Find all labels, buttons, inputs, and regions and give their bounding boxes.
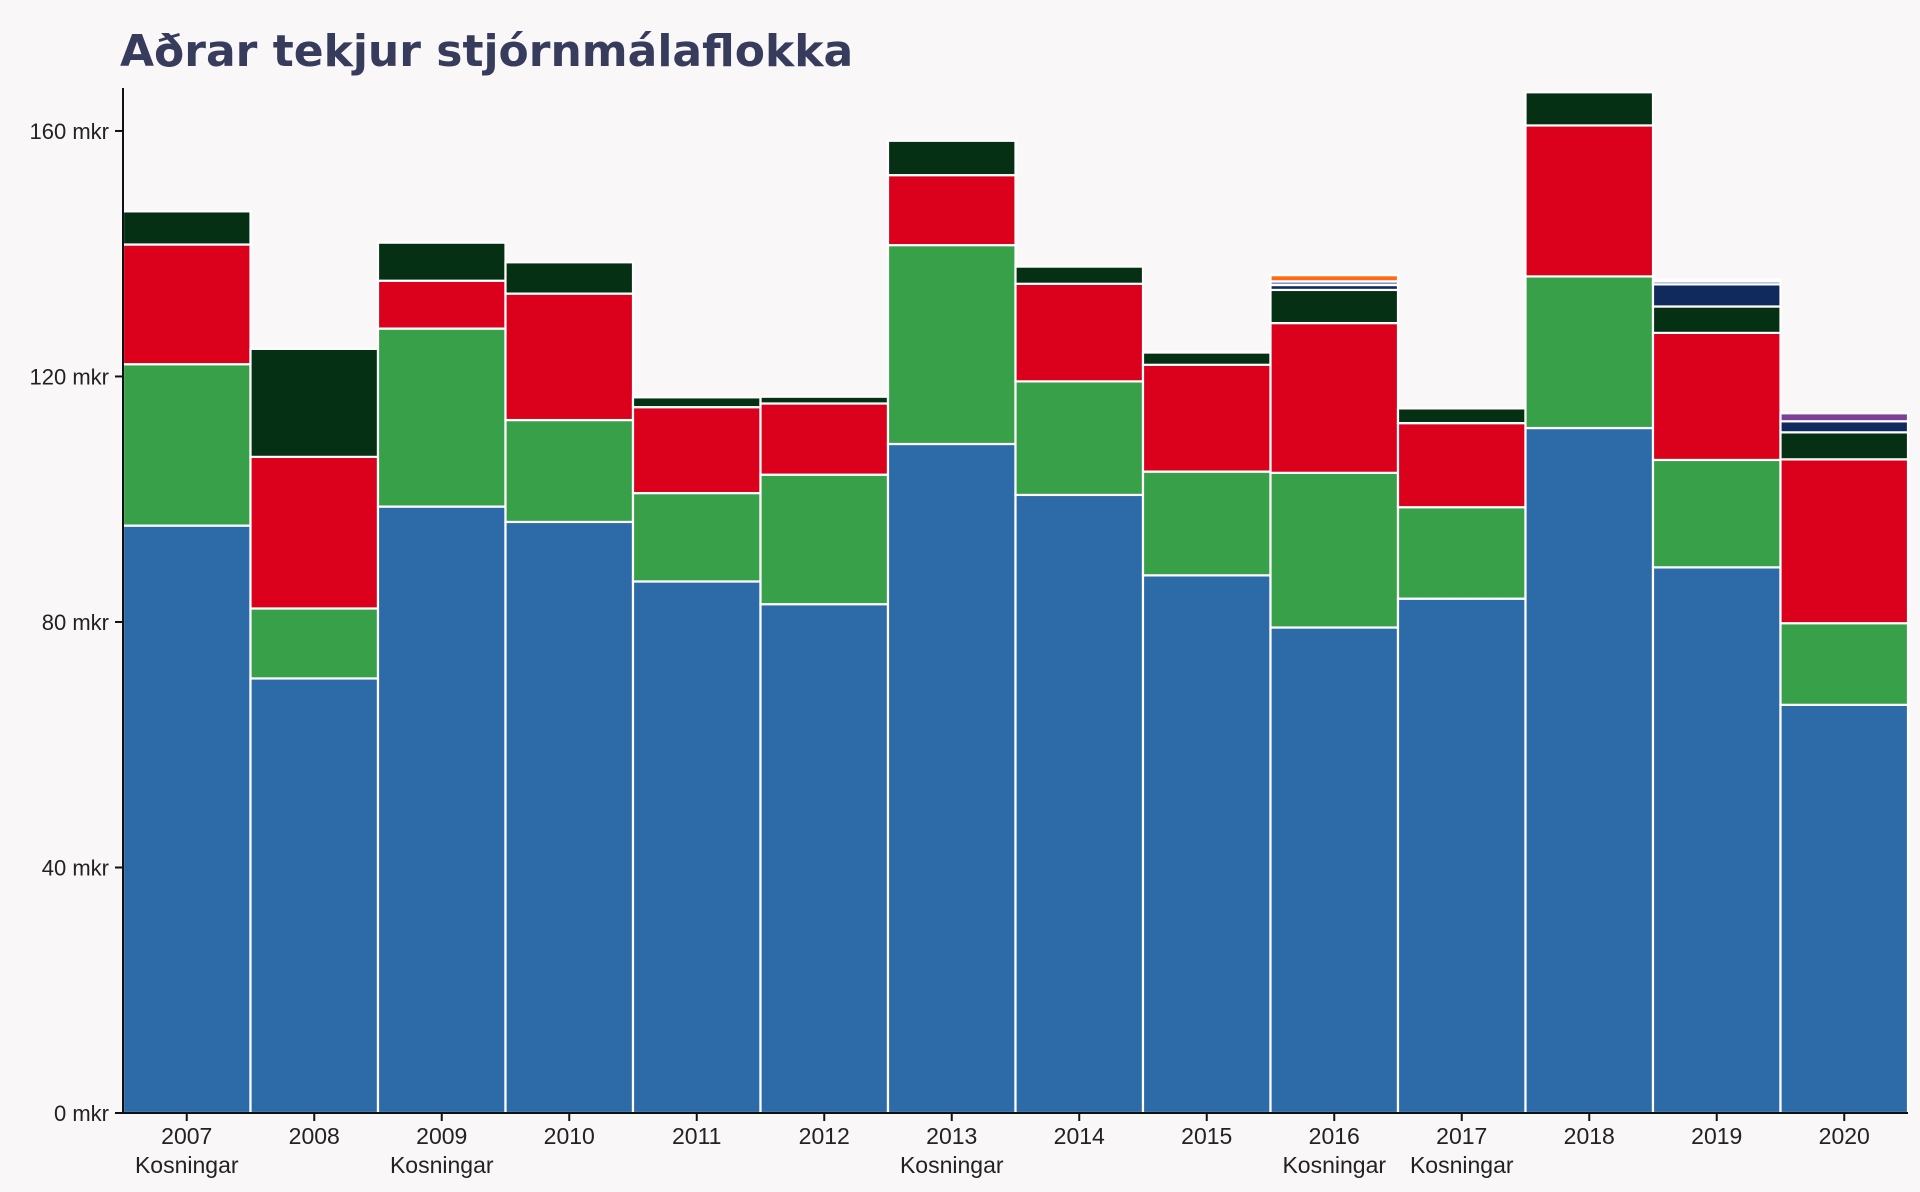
bar-2007-segment-3: [121, 210, 252, 246]
bar-2015-segment-1: [1141, 470, 1272, 577]
bar-2019-segment-3: [1651, 305, 1782, 334]
bar-2019-segment-0: [1651, 566, 1782, 1115]
x-tick-label-2011: 2011: [672, 1123, 721, 1149]
bar-2017-segment-2: [1396, 422, 1527, 509]
bar-2010-segment-2: [504, 292, 635, 422]
bar-2015-segment-3: [1141, 351, 1272, 366]
bar-2011-segment-2: [631, 406, 762, 495]
bar-2008-segment-0: [249, 677, 380, 1115]
bar-2020-segment-7: [1779, 412, 1910, 423]
y-tick-label: 80 mkr: [42, 610, 109, 635]
x-tick-label-2017: 2017: [1436, 1123, 1487, 1149]
x-tick-label-2015: 2015: [1181, 1123, 1232, 1149]
x-tick-label-2018: 2018: [1564, 1123, 1615, 1149]
bar-2009-segment-3: [376, 241, 507, 282]
axes-group: [122, 88, 1908, 1114]
bar-2013-segment-2: [886, 174, 1017, 247]
bar-2012-segment-2: [759, 402, 890, 476]
bar-2009-segment-2: [376, 279, 507, 330]
bar-2016-segment-3: [1269, 288, 1400, 325]
x-tick-label-2007: 2007: [161, 1123, 212, 1149]
x-tick-label-2016: 2016: [1309, 1123, 1360, 1149]
bar-2008-segment-3: [249, 347, 380, 458]
y-tick-label: 120 mkr: [30, 364, 109, 389]
bar-2007-segment-2: [121, 243, 252, 366]
bar-2020-segment-0: [1779, 703, 1910, 1115]
bar-2008-segment-1: [249, 607, 380, 680]
bar-2019-segment-1: [1651, 458, 1782, 569]
x-tick-label-2013: 2013: [926, 1123, 977, 1149]
y-tick-label: 160 mkr: [30, 119, 109, 144]
bar-2010-segment-3: [504, 261, 635, 295]
bars-group: [121, 91, 1910, 1115]
x-sublabel-2009: Kosningar: [390, 1152, 494, 1178]
bar-2018-segment-0: [1524, 426, 1655, 1115]
bar-2012-segment-1: [759, 473, 890, 606]
bar-2017-segment-0: [1396, 597, 1527, 1115]
x-tick-label-2012: 2012: [799, 1123, 850, 1149]
x-sublabel-2016: Kosningar: [1282, 1152, 1386, 1178]
bar-2018-segment-3: [1524, 91, 1655, 127]
bar-2016-segment-0: [1269, 626, 1400, 1115]
y-tick-label: 0 mkr: [54, 1101, 109, 1126]
bar-2020-segment-3: [1779, 431, 1910, 461]
bar-2016-segment-1: [1269, 471, 1400, 629]
x-labels-group: 2007 Kosningar 2008 2009 Kosningar 2010 2011 20…: [135, 1113, 1870, 1178]
bar-2020-segment-4: [1779, 420, 1910, 434]
x-tick-label-2010: 2010: [544, 1123, 595, 1149]
chart-title: Aðrar tekjur stjórnmálaflokka: [120, 26, 853, 77]
bar-2015-segment-0: [1141, 574, 1272, 1115]
bar-2013-segment-0: [886, 442, 1017, 1115]
bar-2012-segment-0: [759, 603, 890, 1115]
bar-2019-segment-2: [1651, 331, 1782, 462]
x-tick-label-2009: 2009: [416, 1123, 467, 1149]
y-tick-label: 40 mkr: [42, 855, 109, 880]
bar-2014-segment-0: [1014, 493, 1145, 1115]
bar-2019-segment-6: [1651, 278, 1782, 283]
bar-2018-segment-1: [1524, 275, 1655, 430]
bar-2011-segment-0: [631, 580, 762, 1115]
bar-2014-segment-2: [1014, 282, 1145, 383]
bar-2015-segment-2: [1141, 363, 1272, 473]
bar-2013-segment-1: [886, 244, 1017, 446]
bar-2007-segment-1: [121, 363, 252, 527]
x-sublabel-2007: Kosningar: [135, 1152, 239, 1178]
bar-2009-segment-1: [376, 327, 507, 508]
x-tick-label-2020: 2020: [1819, 1123, 1870, 1149]
x-sublabel-2017: Kosningar: [1410, 1152, 1514, 1178]
bar-2010-segment-1: [504, 418, 635, 524]
bar-2016-segment-6: [1269, 274, 1400, 283]
x-tick-label-2014: 2014: [1054, 1123, 1105, 1149]
x-sublabel-2013: Kosningar: [900, 1152, 1004, 1178]
bar-2011-segment-1: [631, 491, 762, 583]
bar-2012-segment-3: [759, 395, 890, 405]
bar-2019-segment-4: [1651, 283, 1782, 308]
bar-2017-segment-3: [1396, 407, 1527, 425]
bar-2007-segment-0: [121, 524, 252, 1115]
x-tick-label-2019: 2019: [1691, 1123, 1742, 1149]
bar-2010-segment-0: [504, 520, 635, 1115]
bar-2014-segment-3: [1014, 265, 1145, 285]
bar-2017-segment-1: [1396, 506, 1527, 600]
bar-2013-segment-3: [886, 139, 1017, 177]
bar-2020-segment-2: [1779, 458, 1910, 625]
bar-2016-segment-2: [1269, 321, 1400, 474]
bar-2011-segment-3: [631, 396, 762, 409]
bar-2014-segment-1: [1014, 380, 1145, 497]
x-tick-label-2008: 2008: [289, 1123, 340, 1149]
bar-2009-segment-0: [376, 505, 507, 1115]
bar-2008-segment-2: [249, 455, 380, 610]
bar-2020-segment-1: [1779, 622, 1910, 706]
y-ticks-group: 0 mkr 40 mkr 80 mkr 120 mkr 160 mkr: [30, 119, 123, 1126]
bar-2018-segment-2: [1524, 124, 1655, 278]
